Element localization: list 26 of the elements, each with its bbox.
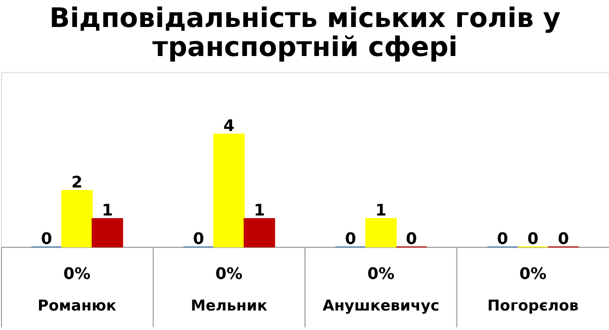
data-label: 0	[41, 228, 52, 248]
x-tick-label: Анушкевичус	[322, 296, 440, 314]
data-label: 1	[375, 200, 387, 220]
data-label: 0	[406, 228, 417, 248]
data-label: 4	[223, 116, 235, 136]
text: 0%	[215, 264, 243, 283]
bar	[61, 190, 93, 248]
data-label: 0	[193, 228, 204, 248]
x-tick-label: Погорєлов	[487, 296, 579, 314]
chart-title: Відповідальність міських голів у транспортній сфері	[49, 3, 562, 64]
data-label: 0	[558, 228, 569, 248]
data-label: 1	[254, 200, 265, 220]
text: 0%	[519, 264, 547, 283]
bar	[365, 218, 397, 248]
bar	[213, 134, 245, 248]
data-label: 0	[497, 228, 508, 248]
data-label: 0	[345, 228, 356, 248]
x-tick-label: Мельник	[190, 296, 268, 314]
text: 0%	[367, 264, 395, 283]
x-tick-label: Романюк	[38, 296, 116, 314]
data-label: 0	[527, 228, 539, 248]
data-label: 2	[71, 172, 83, 192]
data-label: 1	[102, 200, 113, 220]
bar	[92, 218, 124, 248]
text: 0%	[63, 264, 91, 283]
bar	[244, 218, 276, 248]
